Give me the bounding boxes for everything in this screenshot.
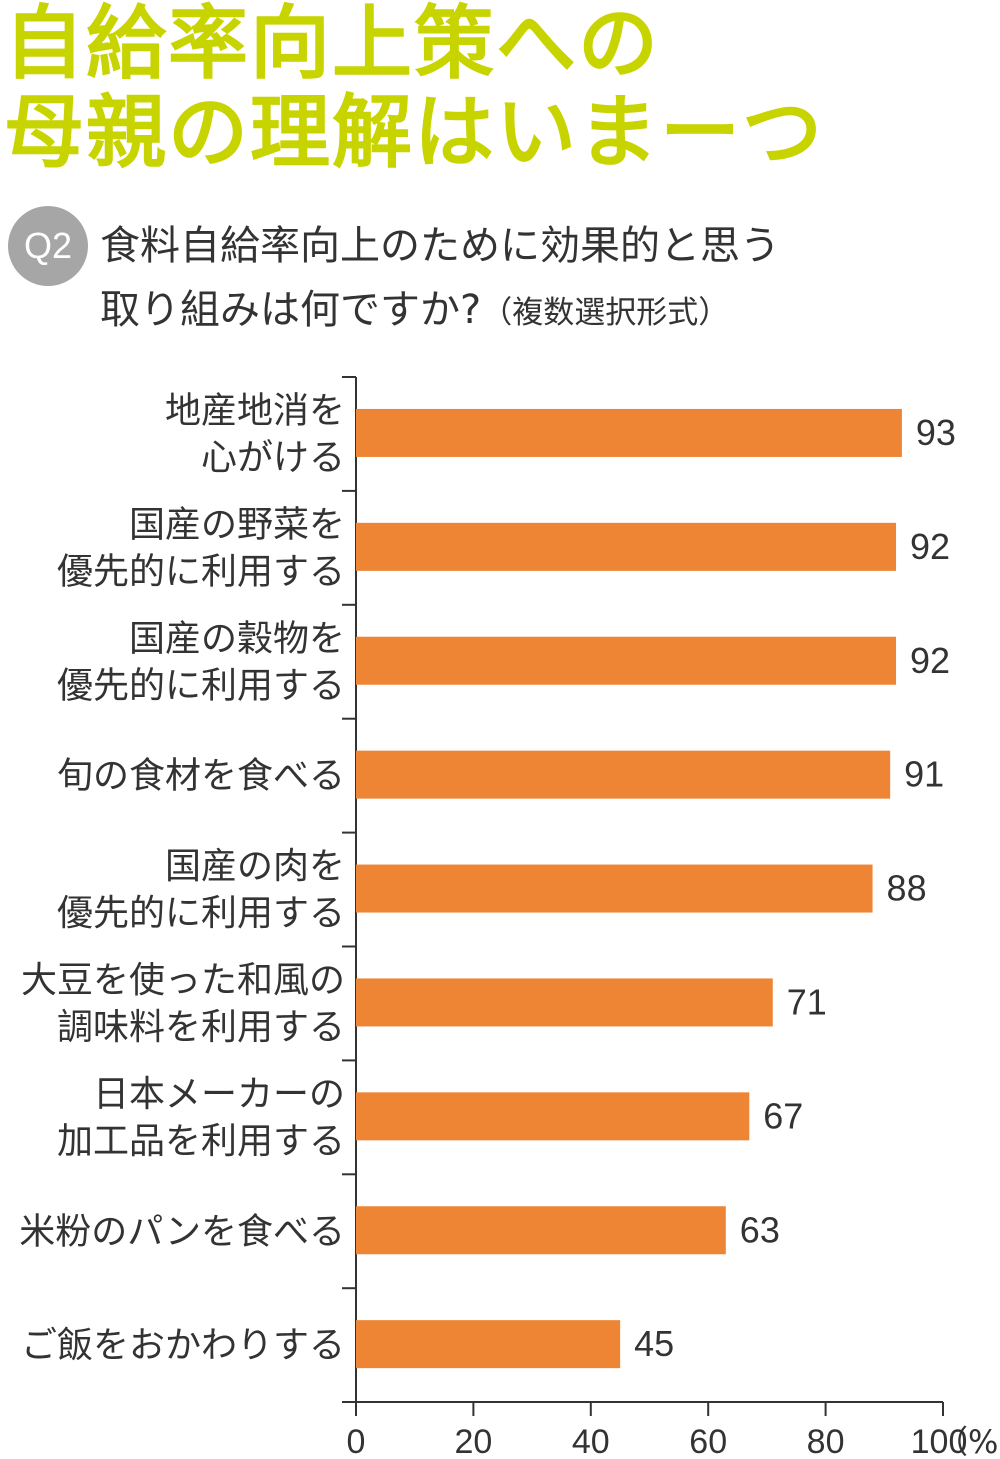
- bar: [356, 1320, 621, 1369]
- category-label: 調味料を利用する: [57, 1007, 345, 1048]
- question-text-line-1: 食料自給率向上のために効果的と思う: [100, 223, 780, 269]
- category-label: 優先的に利用する: [57, 893, 345, 934]
- x-tick-label: 100: [911, 1423, 968, 1459]
- question-text: 取り組みは何ですか?: [100, 287, 482, 333]
- question-text-line-2: 取り組みは何ですか?（複数選択形式）: [100, 290, 729, 330]
- category-label: 旬の食材を食べる: [57, 756, 345, 797]
- data-label: 92: [910, 640, 950, 681]
- bar: [356, 1092, 750, 1141]
- data-label: 63: [740, 1209, 780, 1250]
- category-label: 国産の野菜を: [129, 504, 345, 545]
- question-note: （複数選択形式）: [481, 295, 730, 331]
- bar: [356, 408, 902, 457]
- question-number-badge: Q2: [8, 206, 88, 286]
- bar: [356, 522, 897, 571]
- data-label: 93: [916, 412, 956, 453]
- x-tick-label: 20: [454, 1423, 492, 1459]
- category-label: ご飯をおかわりする: [21, 1325, 345, 1366]
- bar: [356, 750, 891, 799]
- data-label: 92: [910, 526, 950, 567]
- bar: [356, 978, 773, 1027]
- x-tick-label: 80: [807, 1423, 845, 1459]
- category-label: 米粉のパンを食べる: [19, 1211, 345, 1252]
- category-label: 優先的に利用する: [57, 551, 345, 592]
- category-label: 地産地消を: [165, 390, 345, 431]
- bar: [356, 864, 873, 913]
- x-axis-unit: （%）: [936, 1423, 1000, 1459]
- category-label: 優先的に利用する: [57, 665, 345, 706]
- data-label: 88: [887, 868, 927, 909]
- data-label: 71: [787, 981, 827, 1022]
- x-tick-label: 0: [347, 1423, 366, 1459]
- category-label: 国産の穀物を: [129, 618, 345, 659]
- data-label: 91: [904, 754, 944, 795]
- data-label: 45: [634, 1323, 674, 1364]
- x-tick-label: 60: [689, 1423, 727, 1459]
- data-label: 67: [763, 1095, 803, 1136]
- category-label: 加工品を利用する: [57, 1121, 345, 1162]
- category-label: 日本メーカーの: [93, 1074, 345, 1115]
- category-label: 国産の肉を: [165, 846, 345, 887]
- bar: [356, 1206, 726, 1255]
- headline-line-2: 母親の理解はいまーつ: [4, 86, 824, 179]
- x-tick-label: 40: [572, 1423, 610, 1459]
- bar: [356, 636, 897, 685]
- category-label: 心がける: [201, 437, 345, 478]
- category-label: 大豆を使った和風の: [21, 960, 345, 1001]
- headline-line-1: 自給率向上策への: [4, 0, 660, 90]
